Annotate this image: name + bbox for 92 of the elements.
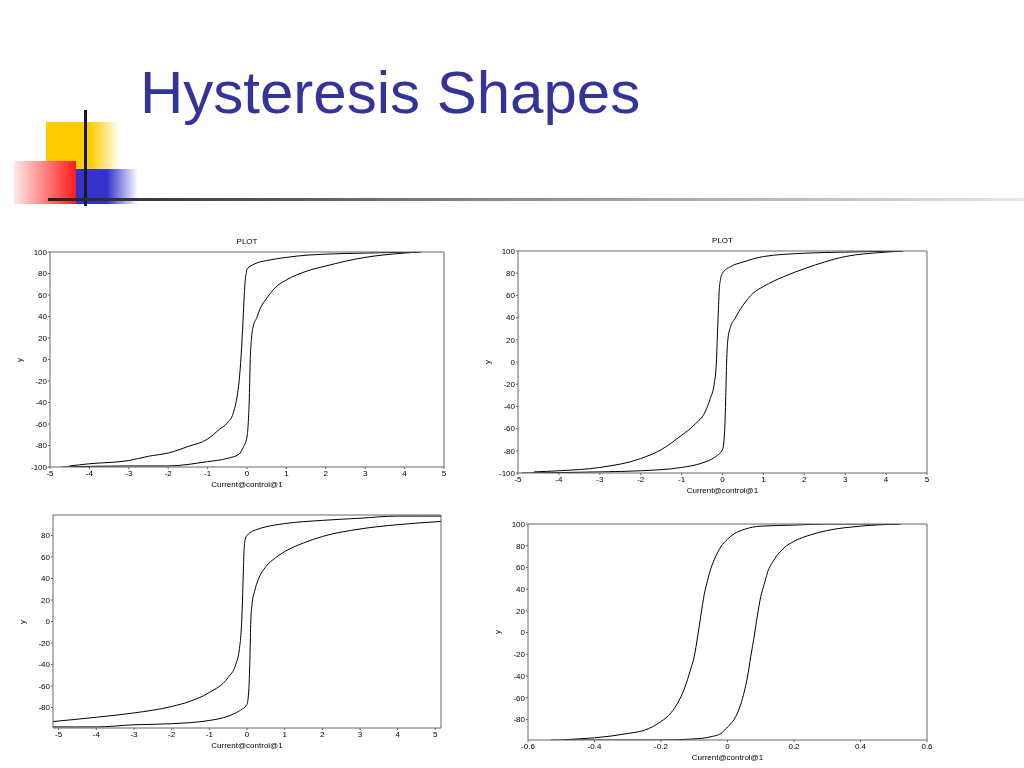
y-tick-label: 20 xyxy=(506,335,516,345)
text: Hysteresis Shapes xyxy=(140,58,641,128)
x-tick-label: -1 xyxy=(678,474,686,484)
x-tick-label: 0 xyxy=(244,729,250,739)
y-tick-label: 60 xyxy=(38,290,48,300)
x-tick-label: -5 xyxy=(514,474,523,484)
y-tick-label: -100 xyxy=(498,468,516,478)
x-axis-title: Current@control@1 xyxy=(211,741,283,751)
y-tick-label: -40 xyxy=(35,398,48,408)
y-tick-label: 40 xyxy=(506,313,516,323)
y-tick-label: -80 xyxy=(513,715,526,725)
x-tick-label: -4 xyxy=(85,468,94,478)
y-tick-label: 60 xyxy=(516,563,526,573)
x-tick-label: 1 xyxy=(284,468,290,478)
y-tick-label: -60 xyxy=(503,424,516,434)
y-tick-label: 20 xyxy=(516,606,526,616)
y-tick-label: 80 xyxy=(506,269,516,279)
x-tick-label: -3 xyxy=(596,474,604,484)
y-tick-label: -60 xyxy=(35,419,48,429)
x-tick-label: -4 xyxy=(92,729,101,739)
x-tick-label: -2 xyxy=(164,468,173,478)
y-tick-label: 40 xyxy=(38,312,48,322)
x-tick-label: 0 xyxy=(725,741,731,751)
chart-title: PLOT xyxy=(236,237,258,247)
y-tick-label: -40 xyxy=(503,402,516,412)
y-tick-label: -20 xyxy=(513,650,526,660)
y-tick-label: -40 xyxy=(513,671,526,681)
y-tick-label: 100 xyxy=(501,246,516,256)
y-tick-label: -20 xyxy=(503,380,516,390)
y-tick-label: -80 xyxy=(503,446,516,456)
x-tick-label: 4 xyxy=(883,474,889,484)
y-tick-label: 0 xyxy=(45,617,51,627)
x-tick-label: -4 xyxy=(555,474,563,484)
x-tick-label: 2 xyxy=(323,468,329,478)
y-tick-label: 100 xyxy=(33,247,48,257)
x-axis-title: Current@control@1 xyxy=(686,486,759,496)
y-tick-label: 0 xyxy=(510,357,516,367)
y-tick-label: 80 xyxy=(41,531,51,541)
y-tick-label: 60 xyxy=(41,552,51,562)
x-tick-label: 4 xyxy=(402,468,408,478)
y-tick-label: 0 xyxy=(520,628,526,638)
x-tick-label: -0.2 xyxy=(654,741,669,751)
y-tick-label: 80 xyxy=(516,541,526,551)
x-tick-label: 0.6 xyxy=(921,741,934,751)
x-tick-label: -3 xyxy=(130,729,139,739)
x-tick-label: 0 xyxy=(244,468,250,478)
y-tick-label: -40 xyxy=(38,660,51,670)
x-tick-label: -3 xyxy=(125,468,133,478)
y-tick-label: 40 xyxy=(41,574,51,584)
x-tick-label: 5 xyxy=(433,729,439,739)
x-tick-label: 2 xyxy=(802,474,808,484)
x-tick-label: 0.4 xyxy=(854,741,867,751)
x-tick-label: 3 xyxy=(362,468,368,478)
x-tick-label: -5 xyxy=(55,729,63,739)
y-axis-title: y xyxy=(483,360,493,364)
y-tick-label: 80 xyxy=(38,269,48,279)
y-tick-label: -60 xyxy=(513,693,526,703)
x-tick-label: 5 xyxy=(441,468,447,478)
x-tick-label: -2 xyxy=(168,729,176,739)
x-tick-label: -1 xyxy=(204,468,212,478)
y-tick-label: 40 xyxy=(516,584,526,594)
x-tick-label: 5 xyxy=(924,474,930,484)
x-tick-label: 3 xyxy=(357,729,363,739)
x-axis-title: Current@control@1 xyxy=(691,753,764,763)
chart-title: PLOT xyxy=(712,236,733,246)
y-tick-label: -60 xyxy=(38,681,51,691)
y-tick-label: -20 xyxy=(38,638,51,648)
y-tick-label: 20 xyxy=(41,595,51,605)
y-tick-label: -80 xyxy=(35,441,48,451)
x-tick-label: 0.2 xyxy=(788,741,801,751)
y-tick-label: 20 xyxy=(38,333,48,343)
x-axis-title: Current@control@1 xyxy=(211,480,283,490)
x-tick-label: 0 xyxy=(720,474,726,484)
y-tick-label: 0 xyxy=(42,355,48,365)
x-tick-label: 1 xyxy=(282,729,288,739)
y-axis-title: y xyxy=(15,357,25,362)
y-tick-label: -100 xyxy=(30,462,48,472)
x-tick-label: 3 xyxy=(842,474,848,484)
x-tick-label: 2 xyxy=(320,729,326,739)
y-tick-label: 60 xyxy=(506,291,516,301)
y-tick-label: -20 xyxy=(35,376,48,386)
y-axis-title: y xyxy=(493,630,503,634)
x-tick-label: -0.4 xyxy=(587,741,602,751)
y-axis-title: y xyxy=(18,619,28,624)
x-tick-label: -2 xyxy=(637,474,645,484)
y-tick-label: -80 xyxy=(38,703,51,713)
x-tick-label: 4 xyxy=(395,729,401,739)
y-tick-label: 100 xyxy=(511,519,526,529)
x-tick-label: -0.6 xyxy=(521,741,536,751)
x-tick-label: -1 xyxy=(205,729,214,739)
x-tick-label: 1 xyxy=(761,474,767,484)
x-tick-label: -5 xyxy=(46,468,55,478)
